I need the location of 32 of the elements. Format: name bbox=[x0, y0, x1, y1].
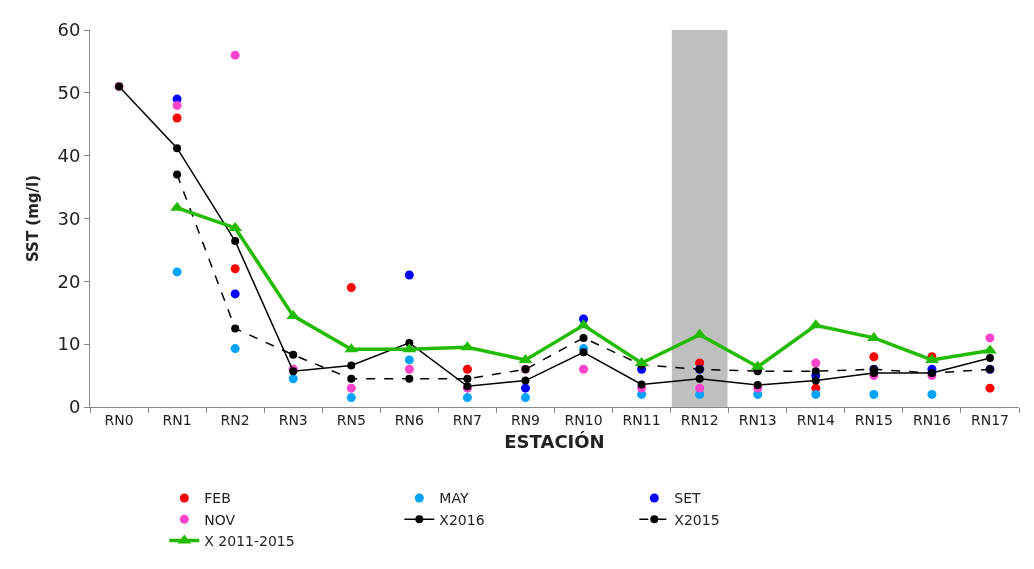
y-tick-label: 60 bbox=[57, 19, 81, 41]
x-tick-label: RN10 bbox=[564, 411, 603, 428]
legend-label: X2016 bbox=[439, 511, 485, 528]
legend-label: NOV bbox=[204, 511, 236, 528]
x-tick-label: RN3 bbox=[278, 411, 308, 428]
x-tick-label: RN2 bbox=[220, 411, 250, 428]
x-tick-label: RN9 bbox=[510, 411, 541, 428]
legend-label: X 2011-2015 bbox=[204, 532, 295, 549]
y-tick-label: 10 bbox=[57, 333, 81, 355]
y-tick-label: 20 bbox=[57, 270, 81, 292]
legend-label: SET bbox=[674, 490, 702, 507]
x-tick-label: RN15 bbox=[854, 411, 893, 428]
legend-label: X2015 bbox=[674, 511, 720, 528]
x-tick-label: RN16 bbox=[912, 411, 952, 428]
y-tick-label: 40 bbox=[57, 144, 81, 166]
legend-label: FEB bbox=[204, 490, 231, 507]
y-tick-label: 50 bbox=[57, 82, 81, 104]
x-tick-label: RN7 bbox=[452, 411, 482, 428]
y-axis-title: SST (mg/l) bbox=[23, 174, 42, 263]
x-tick-label: RN11 bbox=[622, 411, 661, 428]
x-axis-title: ESTACIÓN bbox=[504, 430, 605, 452]
x-tick-label: RN5 bbox=[336, 411, 366, 428]
legend-label: MAY bbox=[439, 490, 469, 507]
x-tick-label: RN1 bbox=[162, 411, 192, 428]
y-tick-label: 30 bbox=[57, 207, 81, 229]
x-tick-label: RN0 bbox=[104, 411, 134, 428]
x-tick-label: RN14 bbox=[796, 411, 835, 428]
x-tick-label: RN13 bbox=[738, 411, 777, 428]
x-tick-label: RN6 bbox=[394, 411, 424, 428]
y-tick-label: 0 bbox=[68, 396, 81, 418]
x-tick-label: RN12 bbox=[680, 411, 719, 428]
x-tick-label: RN17 bbox=[970, 411, 1009, 428]
